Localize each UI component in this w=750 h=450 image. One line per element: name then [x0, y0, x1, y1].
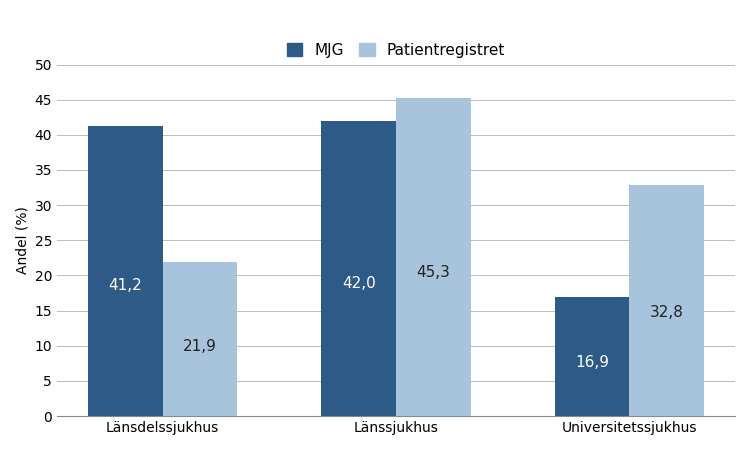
Bar: [629, 185, 704, 416]
Text: 32,8: 32,8: [650, 305, 684, 320]
Legend: MJG, Patientregistret: MJG, Patientregistret: [280, 37, 512, 64]
Text: 42,0: 42,0: [342, 276, 376, 291]
Bar: [555, 297, 629, 416]
Text: 41,2: 41,2: [108, 278, 142, 293]
Y-axis label: Andel (%): Andel (%): [15, 207, 29, 274]
Bar: [396, 98, 471, 416]
Text: 16,9: 16,9: [575, 355, 609, 370]
Bar: [88, 126, 163, 416]
Bar: [321, 121, 396, 416]
Text: 45,3: 45,3: [416, 266, 450, 280]
Text: 21,9: 21,9: [183, 339, 217, 354]
Bar: [163, 262, 237, 416]
